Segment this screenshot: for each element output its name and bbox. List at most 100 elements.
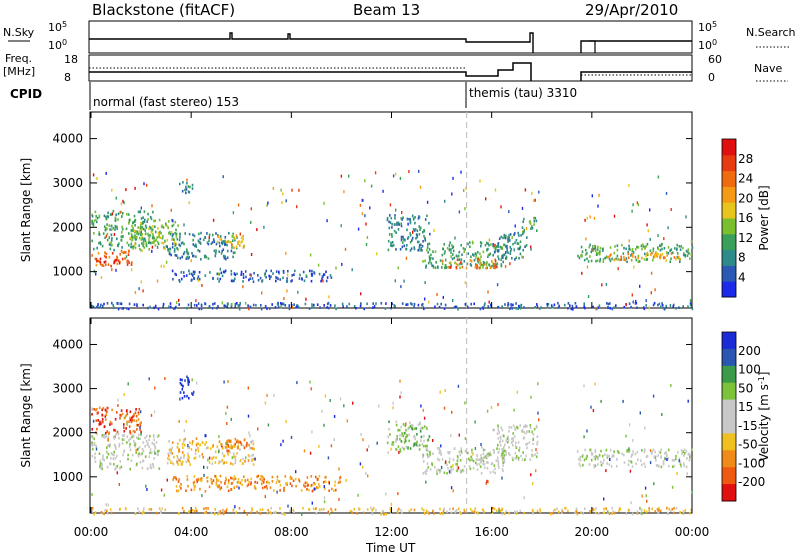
data-cell — [644, 252, 646, 256]
data-cell — [178, 298, 180, 302]
data-cell — [91, 254, 93, 257]
data-cell — [261, 486, 264, 490]
data-cell — [248, 278, 250, 282]
data-cell — [634, 255, 637, 259]
data-cell — [226, 304, 229, 308]
data-cell — [224, 446, 227, 449]
data-cell — [493, 448, 495, 452]
data-cell — [280, 304, 282, 308]
data-cell — [288, 304, 290, 308]
data-cell — [204, 302, 207, 306]
data-cell — [401, 434, 403, 437]
data-cell — [178, 419, 180, 423]
data-cell — [452, 507, 454, 511]
data-cell — [688, 458, 691, 462]
data-cell — [121, 307, 123, 310]
data-cell — [123, 423, 125, 426]
data-cell — [528, 441, 531, 444]
data-cell — [526, 430, 528, 433]
data-cell — [132, 221, 135, 224]
data-cell — [470, 255, 472, 259]
data-cell — [396, 435, 398, 438]
data-cell — [241, 483, 243, 487]
data-cell — [236, 272, 238, 276]
data-cell — [328, 295, 330, 299]
data-cell — [232, 239, 234, 242]
data-cell — [590, 250, 593, 254]
freq-trace — [89, 62, 692, 81]
data-cell — [250, 273, 252, 277]
data-cell — [231, 456, 233, 460]
data-cell — [466, 262, 469, 266]
data-cell — [530, 473, 532, 477]
data-cell — [134, 243, 136, 246]
data-cell — [603, 511, 606, 515]
data-cell — [189, 185, 191, 189]
data-cell — [532, 482, 534, 486]
data-cell — [179, 256, 182, 260]
data-cell — [282, 512, 285, 515]
data-cell — [166, 461, 169, 465]
panel-frame — [89, 111, 693, 309]
data-cell — [140, 217, 143, 220]
data-cell — [660, 244, 662, 248]
nsearch-tick-top: 105 — [698, 20, 717, 34]
data-cell — [517, 242, 520, 245]
data-cell — [446, 472, 448, 475]
data-cell — [455, 266, 458, 269]
data-cell — [423, 307, 425, 311]
data-cell — [426, 200, 429, 204]
data-cell — [507, 302, 509, 305]
data-cell — [290, 435, 293, 439]
data-cell — [112, 457, 115, 460]
data-cell — [409, 447, 412, 450]
data-cell — [193, 484, 195, 487]
data-cell — [401, 446, 404, 449]
data-cell — [188, 201, 190, 205]
data-cell — [488, 300, 490, 304]
data-cell — [391, 443, 393, 446]
data-cell — [327, 510, 329, 514]
data-cell — [359, 304, 362, 308]
data-cell — [187, 383, 190, 386]
data-cell — [169, 302, 172, 305]
data-cell — [140, 430, 142, 434]
data-cell — [141, 225, 143, 229]
data-cell — [237, 481, 240, 484]
data-cell — [469, 507, 472, 511]
data-cell — [263, 478, 265, 481]
data-cell — [144, 436, 146, 440]
data-cell — [460, 450, 463, 453]
data-cell — [295, 305, 298, 309]
data-cell — [105, 234, 108, 238]
data-cell — [656, 464, 659, 467]
data-cell — [506, 437, 509, 440]
data-cell — [188, 269, 190, 272]
data-cell — [133, 303, 136, 306]
data-cell — [469, 259, 472, 262]
data-cell — [153, 449, 156, 453]
data-cell — [646, 499, 648, 503]
data-cell — [486, 266, 488, 270]
data-cell — [532, 454, 534, 457]
data-cell — [324, 487, 326, 491]
data-cell — [631, 293, 633, 297]
data-cell — [443, 243, 445, 246]
data-cell — [237, 241, 239, 244]
data-cell — [114, 258, 116, 262]
data-cell — [322, 279, 324, 283]
data-cell — [506, 247, 508, 250]
data-cell — [517, 307, 519, 310]
x-tick-label: 00:00 — [675, 525, 710, 539]
data-cell — [196, 480, 198, 484]
data-cell — [469, 245, 471, 248]
data-cell — [497, 249, 499, 253]
colorbar-swatch — [722, 399, 736, 417]
nave-label: Nave — [754, 62, 782, 75]
data-cell — [117, 307, 120, 311]
data-cell — [105, 252, 108, 256]
data-cell — [225, 476, 227, 479]
data-cell — [134, 512, 137, 516]
data-cell — [536, 229, 538, 232]
data-cell — [111, 252, 114, 255]
